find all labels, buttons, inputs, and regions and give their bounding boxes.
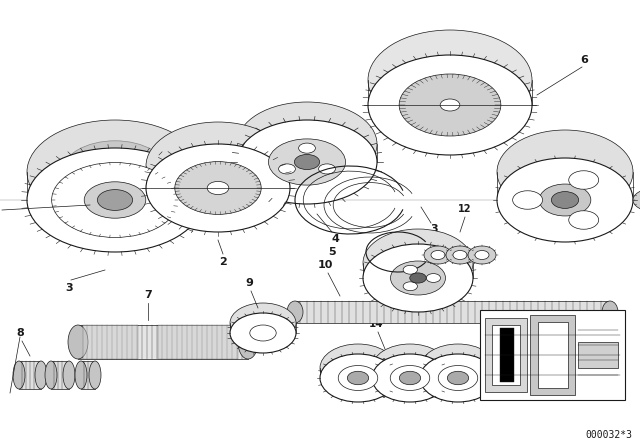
Ellipse shape [278, 164, 296, 174]
Ellipse shape [410, 273, 426, 283]
Text: 3: 3 [430, 224, 438, 234]
Text: 12: 12 [458, 204, 472, 214]
Ellipse shape [319, 164, 335, 174]
Ellipse shape [237, 102, 377, 186]
Polygon shape [158, 325, 238, 359]
Ellipse shape [287, 301, 303, 323]
Ellipse shape [569, 211, 598, 229]
Ellipse shape [63, 361, 75, 389]
Ellipse shape [299, 143, 316, 153]
Ellipse shape [420, 354, 496, 402]
Ellipse shape [68, 325, 88, 359]
Ellipse shape [230, 303, 296, 343]
Ellipse shape [363, 244, 473, 312]
Ellipse shape [440, 99, 460, 111]
Ellipse shape [35, 361, 47, 389]
Ellipse shape [75, 361, 87, 389]
Ellipse shape [602, 301, 618, 323]
Ellipse shape [27, 148, 203, 252]
Ellipse shape [552, 192, 579, 208]
Text: 14: 14 [369, 319, 383, 329]
Ellipse shape [569, 171, 598, 189]
Ellipse shape [399, 74, 501, 136]
Polygon shape [81, 361, 95, 389]
Text: 5: 5 [328, 247, 336, 257]
Text: 6: 6 [580, 55, 588, 65]
Ellipse shape [403, 282, 417, 291]
Ellipse shape [390, 366, 430, 391]
Ellipse shape [320, 354, 396, 402]
Ellipse shape [363, 229, 473, 297]
Ellipse shape [27, 120, 203, 224]
Ellipse shape [230, 313, 296, 353]
Bar [485, 318, 527, 392]
Ellipse shape [97, 190, 132, 211]
Ellipse shape [146, 144, 290, 232]
Text: 2: 2 [219, 257, 227, 267]
Text: 7: 7 [144, 290, 152, 300]
Ellipse shape [431, 250, 445, 259]
Ellipse shape [52, 163, 179, 237]
Ellipse shape [539, 184, 591, 216]
Bar [530, 315, 575, 395]
Ellipse shape [497, 158, 633, 242]
Ellipse shape [207, 181, 229, 194]
Ellipse shape [339, 366, 378, 391]
Ellipse shape [368, 30, 532, 130]
Text: 4: 4 [331, 234, 339, 244]
Ellipse shape [372, 344, 448, 392]
Ellipse shape [250, 325, 276, 341]
Ellipse shape [497, 130, 633, 214]
Polygon shape [19, 361, 41, 389]
Bar [538, 322, 568, 388]
Polygon shape [295, 301, 610, 323]
Ellipse shape [368, 55, 532, 155]
Ellipse shape [175, 162, 261, 215]
Ellipse shape [468, 246, 496, 264]
Ellipse shape [475, 250, 489, 259]
Polygon shape [78, 325, 248, 359]
Ellipse shape [294, 155, 319, 169]
Bar [578, 342, 618, 368]
Text: 9: 9 [245, 278, 253, 288]
Text: 10: 10 [317, 260, 333, 270]
Text: 11: 11 [387, 285, 400, 295]
Ellipse shape [269, 139, 346, 185]
Ellipse shape [403, 265, 417, 274]
Ellipse shape [13, 361, 25, 389]
Ellipse shape [320, 344, 396, 392]
Ellipse shape [45, 361, 57, 389]
Ellipse shape [62, 141, 168, 203]
Bar [480, 310, 625, 400]
Ellipse shape [420, 344, 496, 392]
Text: 3: 3 [65, 283, 73, 293]
Ellipse shape [446, 246, 474, 264]
Text: 8: 8 [16, 328, 24, 338]
Ellipse shape [438, 366, 477, 391]
Ellipse shape [84, 182, 146, 218]
Ellipse shape [372, 354, 448, 402]
Ellipse shape [424, 246, 452, 264]
Ellipse shape [513, 191, 543, 209]
Ellipse shape [399, 371, 420, 385]
Ellipse shape [238, 325, 258, 359]
Ellipse shape [426, 274, 440, 282]
Bar [500, 328, 514, 382]
Ellipse shape [447, 371, 468, 385]
Ellipse shape [633, 189, 640, 211]
Ellipse shape [348, 371, 369, 385]
Ellipse shape [237, 120, 377, 204]
Bar [492, 325, 520, 385]
Polygon shape [83, 325, 138, 359]
Text: 000032*3: 000032*3 [585, 430, 632, 440]
Polygon shape [51, 361, 69, 389]
Ellipse shape [89, 361, 101, 389]
Ellipse shape [146, 122, 290, 210]
Ellipse shape [453, 250, 467, 259]
Ellipse shape [390, 261, 445, 295]
